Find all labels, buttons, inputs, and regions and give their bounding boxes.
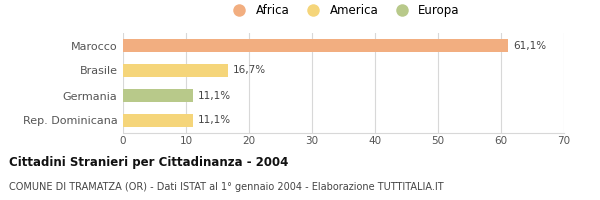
Bar (123, 64, 228, 77)
Legend: Africa, America, Europa: Africa, America, Europa (225, 1, 462, 19)
Text: 11,1%: 11,1% (198, 90, 231, 100)
Bar (123, 114, 193, 127)
Text: 16,7%: 16,7% (233, 66, 266, 75)
Text: COMUNE DI TRAMATZA (OR) - Dati ISTAT al 1° gennaio 2004 - Elaborazione TUTTITALI: COMUNE DI TRAMATZA (OR) - Dati ISTAT al … (9, 182, 443, 192)
Bar (123, 89, 193, 102)
Bar (123, 39, 508, 52)
Text: 61,1%: 61,1% (513, 40, 546, 50)
Text: Cittadini Stranieri per Cittadinanza - 2004: Cittadini Stranieri per Cittadinanza - 2… (9, 156, 289, 169)
Text: 11,1%: 11,1% (198, 116, 231, 126)
